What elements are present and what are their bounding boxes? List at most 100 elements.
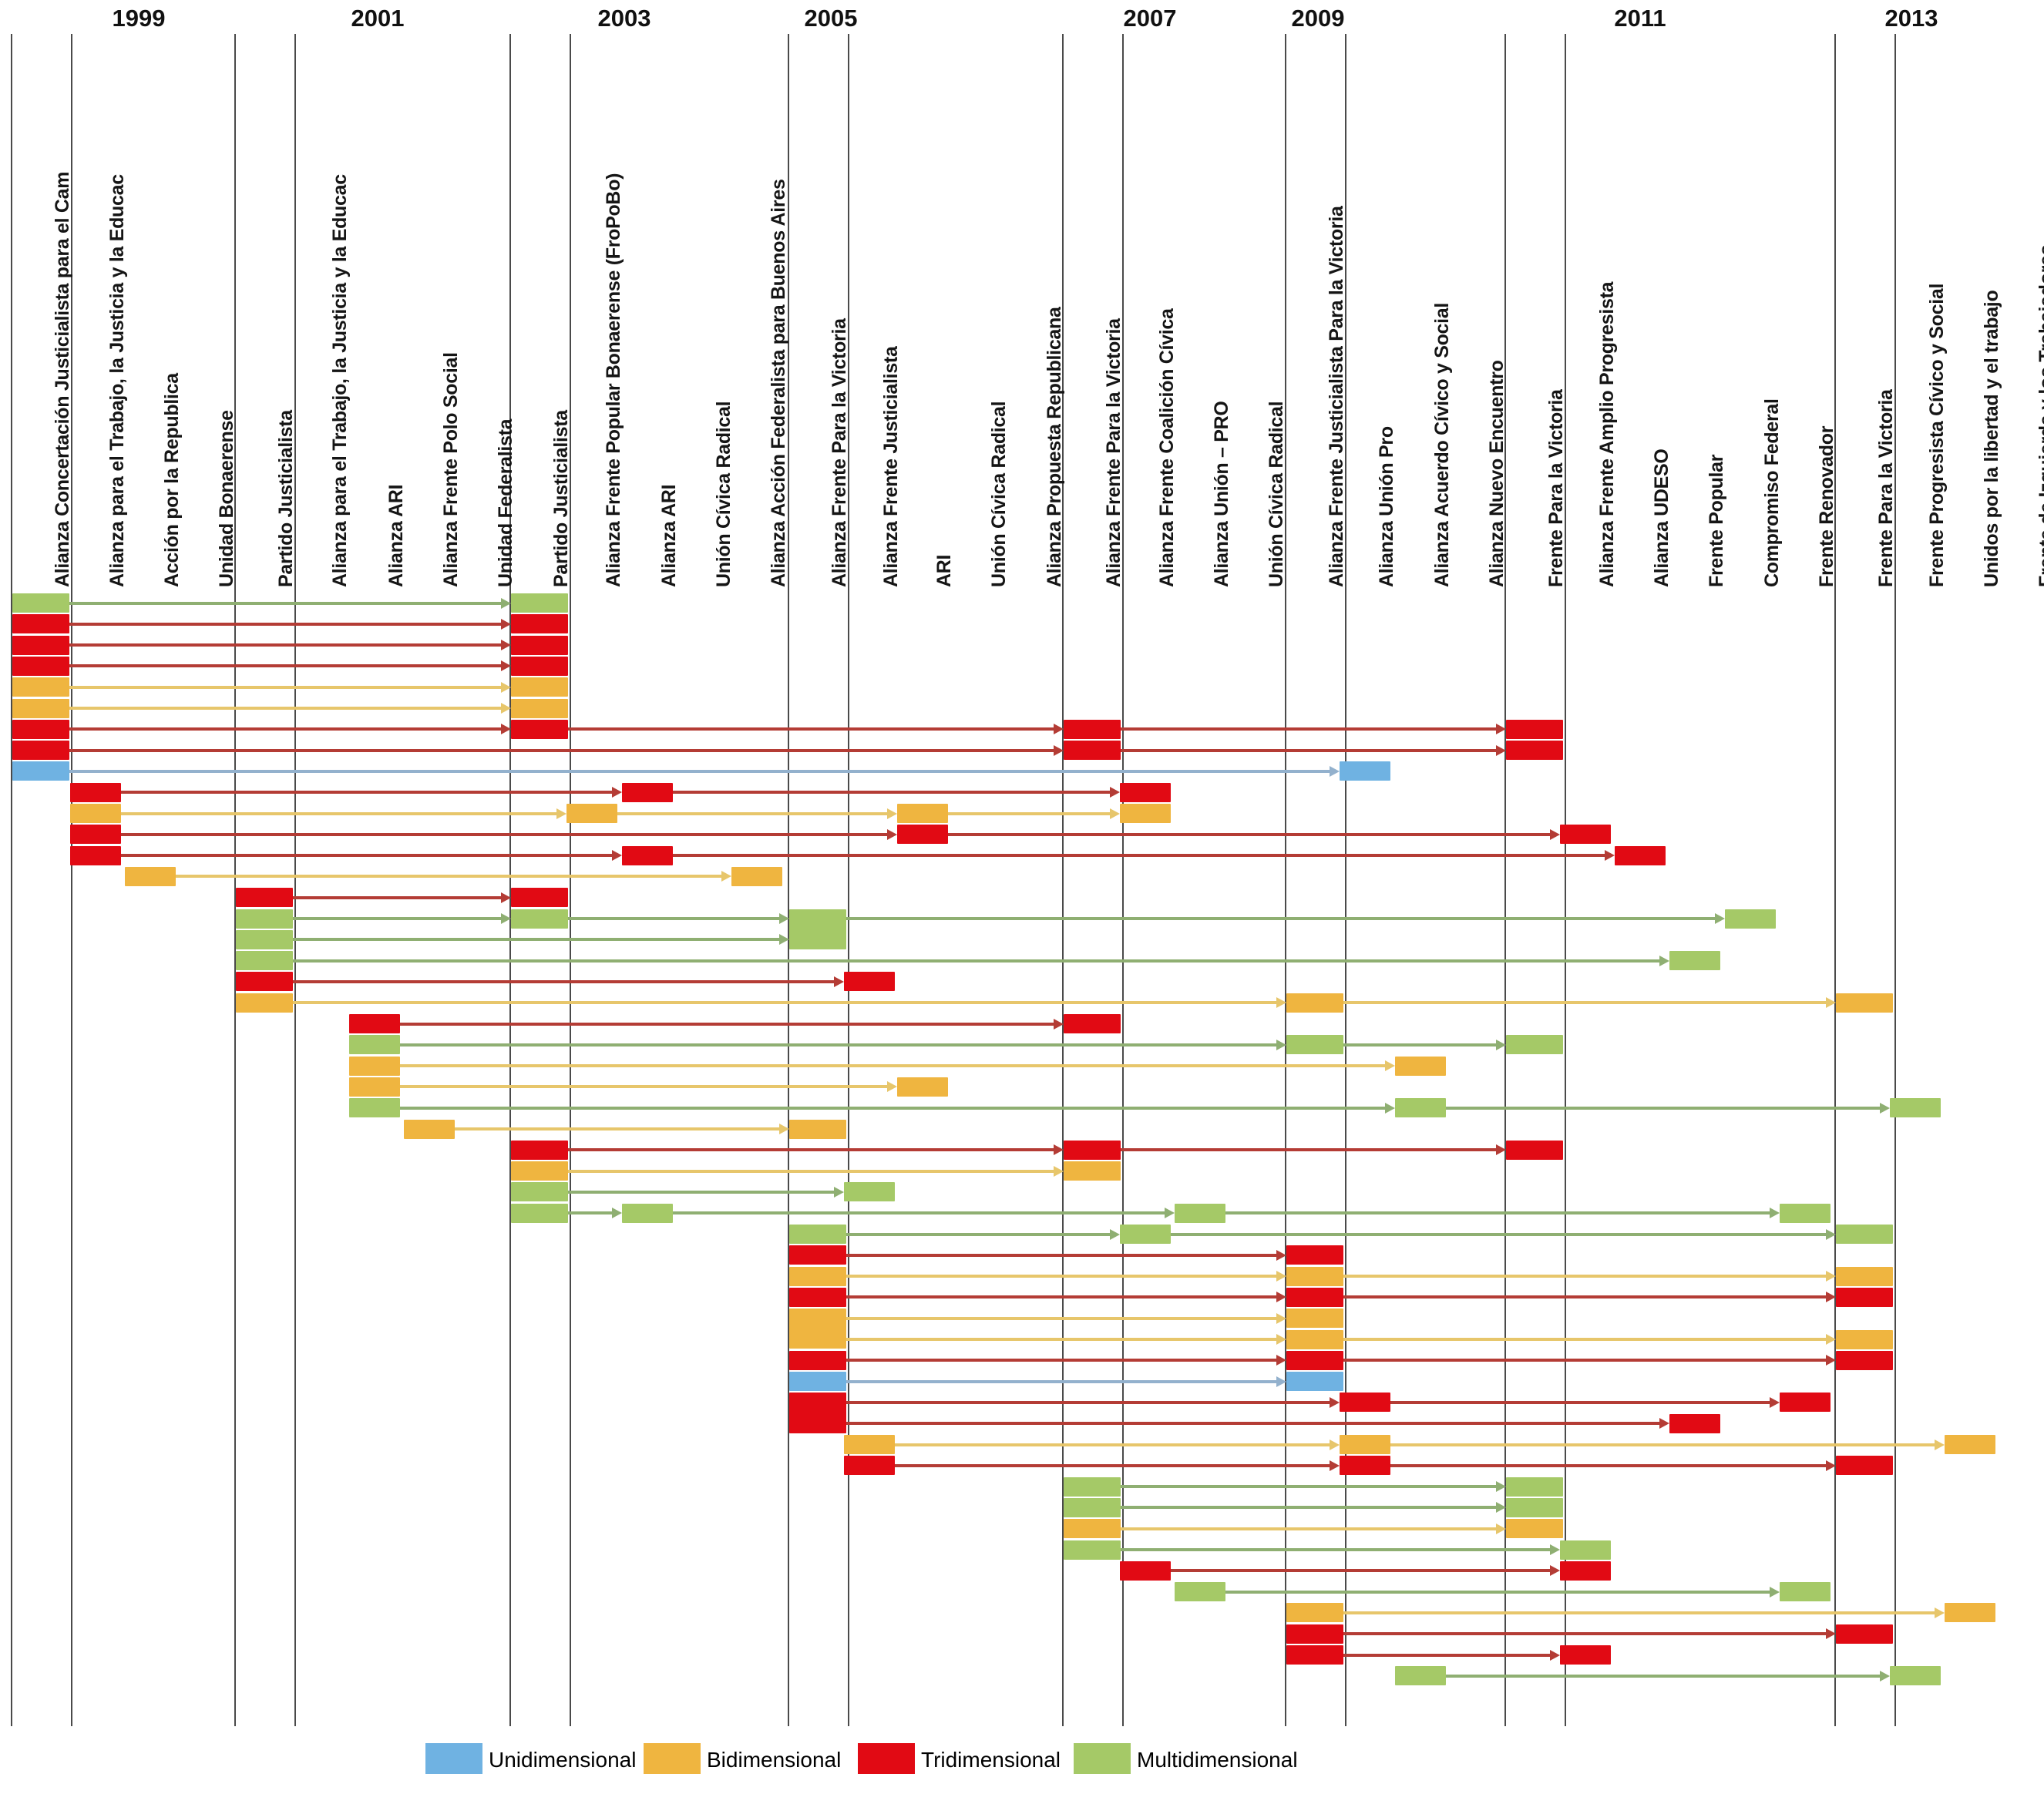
flow-arrow-line [291, 895, 508, 899]
column-label-text: Alianza Acción Federalista para Buenos A… [768, 179, 789, 587]
party-bar [511, 656, 568, 676]
flow-arrow-line [1119, 1527, 1503, 1530]
flow-arrowhead-icon [1826, 1271, 1836, 1282]
party-bar [897, 825, 948, 845]
flow-arrow-line [1119, 1548, 1557, 1551]
party-bar [12, 656, 69, 676]
flow-arrow-line [845, 1422, 1666, 1426]
legend-swatch [858, 1743, 915, 1774]
flow-arrowhead-icon [1054, 1018, 1064, 1030]
party-bar [236, 888, 293, 908]
flow-arrowhead-icon [1276, 1334, 1286, 1345]
column-label-text: Alianza Concertación Justicialista para … [52, 171, 73, 587]
party-bar [1064, 1161, 1121, 1181]
party-bar [70, 845, 121, 865]
party-bar [1064, 1014, 1121, 1033]
party-bar [349, 1014, 400, 1033]
flow-arrowhead-icon [556, 808, 566, 819]
flow-arrowhead-icon [887, 1081, 897, 1093]
party-bar [1120, 1561, 1171, 1581]
legend-swatch [425, 1743, 482, 1774]
flow-arrow-line [453, 1127, 786, 1130]
party-bar [1669, 951, 1720, 971]
party-bar [1725, 909, 1776, 929]
flow-arrow-line [1342, 1338, 1833, 1341]
party-bar [1780, 1393, 1831, 1413]
party-bar [897, 804, 948, 823]
flow-arrowhead-icon [1165, 1208, 1175, 1219]
flow-arrowhead-icon [779, 1124, 789, 1134]
flow-arrowhead-icon [501, 618, 511, 630]
flow-arrow-line [291, 917, 508, 920]
party-bar [511, 909, 568, 929]
flow-arrow-line [845, 1295, 1283, 1299]
party-bar [844, 1435, 895, 1454]
separator-line [509, 34, 511, 1726]
column-label-text: Alianza para el Trabajo, la Justicia y l… [106, 174, 128, 587]
year-label: 2009 [1291, 5, 1345, 32]
column-label-text: Frente Para la Victoria [1545, 389, 1567, 587]
flow-arrow-line [291, 959, 1666, 963]
party-bar [566, 804, 617, 823]
flow-arrowhead-icon [1110, 808, 1120, 819]
flow-arrowhead-icon [1935, 1439, 1945, 1450]
party-bar [1286, 1287, 1343, 1307]
party-bar [1340, 1435, 1390, 1454]
flow-arrowhead-icon [1276, 1355, 1286, 1366]
column-label-text: Alianza Unión Pro [1376, 426, 1397, 587]
flow-arrow-line [68, 685, 508, 689]
flow-arrow-line [68, 769, 1336, 773]
party-bar [1560, 1645, 1611, 1665]
column-label-text: Frente Renovador [1816, 425, 1837, 587]
party-bar [1836, 1624, 1893, 1644]
party-bar [1064, 719, 1121, 739]
party-bar [1945, 1435, 1995, 1454]
party-bar [789, 1350, 846, 1370]
separator-line [11, 34, 12, 1726]
flow-arrow-line [119, 832, 894, 836]
party-bar [12, 614, 69, 634]
flow-arrowhead-icon [612, 850, 622, 862]
party-bar [1286, 1624, 1343, 1644]
party-bar [1340, 761, 1390, 781]
column-label-text: Alianza Frente Amplio Progresista [1596, 281, 1618, 587]
party-bar [1890, 1098, 1941, 1118]
party-bar [70, 804, 121, 823]
party-bar [1780, 1203, 1831, 1223]
party-bar [511, 1182, 568, 1202]
flow-arrowhead-icon [1770, 1586, 1780, 1597]
party-bar [1286, 1266, 1343, 1286]
flow-arrowhead-icon [1385, 1060, 1395, 1072]
column-label-text: Alianza Nuevo Encuentro [1486, 360, 1508, 587]
flow-arrow-line [1224, 1211, 1777, 1215]
flow-arrow-line [946, 811, 1117, 815]
flow-arrowhead-icon [1054, 744, 1064, 756]
flow-arrowhead-icon [1826, 1228, 1836, 1240]
party-bar [1836, 1456, 1893, 1476]
party-bar [1286, 1245, 1343, 1265]
column-label-text: Unidad Federalista [495, 418, 516, 587]
party-bar [1836, 1329, 1893, 1349]
flow-arrowhead-icon [887, 828, 897, 840]
party-bar [1120, 782, 1171, 802]
party-bar [789, 1372, 846, 1392]
party-bar [789, 1266, 846, 1286]
year-label: 2005 [804, 5, 858, 32]
party-bar [349, 1056, 400, 1076]
flow-arrow-line [119, 854, 619, 858]
party-bar [1064, 1540, 1121, 1560]
column-label-text: Unión Cívica Radical [1266, 401, 1287, 587]
flow-arrow-line [845, 917, 1722, 920]
flow-arrow-line [398, 1064, 1392, 1068]
year-label: 2001 [351, 5, 405, 32]
flow-arrowhead-icon [1496, 744, 1506, 756]
party-bar [12, 677, 69, 697]
party-bar [1395, 1666, 1446, 1686]
separator-line [1062, 34, 1064, 1726]
separator-line [1285, 34, 1286, 1726]
flow-arrowhead-icon [1385, 1102, 1395, 1114]
party-bar [1395, 1056, 1446, 1076]
flow-arrow-line [671, 791, 1117, 795]
party-bar [511, 593, 568, 613]
column-label-text: Frente Para la Victoria [1875, 389, 1897, 587]
